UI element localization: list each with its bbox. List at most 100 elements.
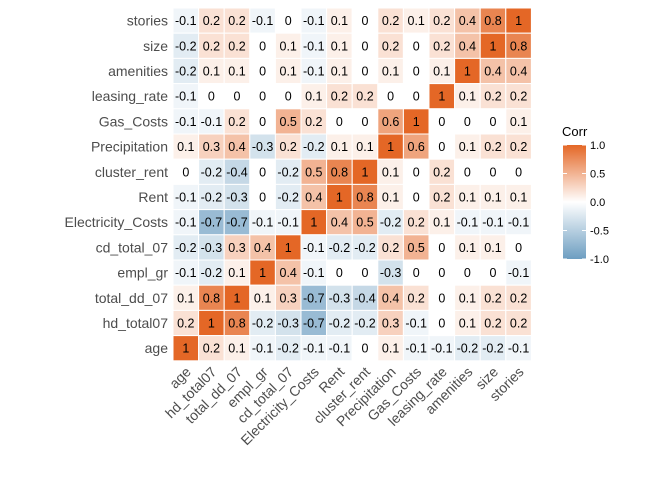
cell-value-label: 0.1 xyxy=(228,342,245,356)
cell-value-label: 0.1 xyxy=(228,266,245,280)
heatmap-cell xyxy=(377,259,404,286)
heatmap-cell xyxy=(249,158,276,185)
cell-value-label: 0.4 xyxy=(510,65,527,79)
cell-value-label: 0 xyxy=(413,191,420,205)
y-tick-label: age xyxy=(145,340,169,356)
y-tick-label: size xyxy=(143,38,168,54)
cell-value-label: 1 xyxy=(259,266,266,280)
heatmap-cell xyxy=(351,32,379,59)
cell-value-label: 0.4 xyxy=(280,266,297,280)
cell-value-label: 0.1 xyxy=(459,140,476,154)
cell-value-label: -0.1 xyxy=(303,39,325,53)
cell-value-label: -0.2 xyxy=(252,317,274,331)
cell-value-label: 1 xyxy=(285,241,292,255)
cell-value-label: -0.3 xyxy=(226,191,248,205)
cell-value-label: -0.2 xyxy=(201,165,223,179)
cell-value-label: 0 xyxy=(413,65,420,79)
cell-value-label: 0 xyxy=(490,165,497,179)
cell-value-label: -0.1 xyxy=(252,14,274,28)
heatmap-cell xyxy=(505,133,532,160)
cell-value-label: 0.2 xyxy=(433,191,450,205)
heatmap-cell xyxy=(351,83,379,110)
cell-value-label: 0.2 xyxy=(228,115,245,129)
cell-value-label: 0.1 xyxy=(280,39,297,53)
heatmap-cell xyxy=(351,234,379,261)
cell-value-label: 1 xyxy=(515,14,522,28)
heatmap-cell xyxy=(454,158,481,185)
cell-value-label: 0 xyxy=(336,115,343,129)
cell-value-label: -0.1 xyxy=(277,216,299,230)
cell-value-label: -0.2 xyxy=(354,241,376,255)
cell-value-label: 0 xyxy=(490,266,497,280)
heatmap-cell xyxy=(172,57,200,85)
cell-value-label: -0.1 xyxy=(175,115,197,129)
cell-value-label: -0.1 xyxy=(457,216,479,230)
heatmap-cell xyxy=(223,234,251,261)
cell-value-label: 0.6 xyxy=(382,115,399,129)
cell-value-label: -0.1 xyxy=(508,342,530,356)
heatmap-cell xyxy=(351,7,379,34)
cell-value-label: 1 xyxy=(336,191,343,205)
cell-value-label: 0.4 xyxy=(228,140,245,154)
cell-value-label: 0 xyxy=(438,140,445,154)
cell-value-label: -0.2 xyxy=(329,317,351,331)
heatmap-cell xyxy=(223,57,251,85)
cell-value-label: 0.1 xyxy=(433,65,450,79)
heatmap-cell xyxy=(249,133,276,160)
cell-value-label: 0 xyxy=(438,241,445,255)
cell-value-label: 0 xyxy=(438,266,445,280)
heatmap-cell xyxy=(326,158,353,185)
cell-value-label: -0.3 xyxy=(252,140,274,154)
heatmap-cell xyxy=(274,32,302,59)
heatmap-cell xyxy=(351,335,379,362)
heatmap-cell xyxy=(274,158,302,185)
cell-value-label: -0.2 xyxy=(380,216,402,230)
cell-value-label: -0.2 xyxy=(457,342,479,356)
cell-value-label: -0.1 xyxy=(303,241,325,255)
cell-value-label: 0.4 xyxy=(305,191,322,205)
heatmap-cell xyxy=(505,183,532,211)
heatmap-cell xyxy=(454,183,481,211)
heatmap-cell xyxy=(428,83,456,110)
heatmap-cell xyxy=(274,259,302,286)
cell-value-label: 1 xyxy=(464,65,471,79)
y-tick-label: Electricity_Costs xyxy=(65,214,168,230)
cell-value-label: -0.7 xyxy=(303,291,325,305)
cell-value-label: -0.1 xyxy=(508,266,530,280)
cell-value-label: 0 xyxy=(362,39,369,53)
cell-value-label: -0.1 xyxy=(303,14,325,28)
y-tick-label: stories xyxy=(127,13,168,29)
heatmap-cell xyxy=(274,183,302,211)
y-tick-label: Precipitation xyxy=(91,139,168,155)
cell-value-label: 0.3 xyxy=(280,291,297,305)
cell-value-label: 0 xyxy=(362,115,369,129)
heatmap-cell xyxy=(274,133,302,160)
cell-value-label: 0.1 xyxy=(459,90,476,104)
cell-value-label: 1 xyxy=(387,140,394,154)
cell-value-label: -0.1 xyxy=(303,65,325,79)
heatmap-cell xyxy=(249,83,276,110)
cell-value-label: -0.7 xyxy=(303,317,325,331)
cell-value-label: 0.1 xyxy=(228,65,245,79)
heatmap-cell xyxy=(377,83,404,110)
cell-value-label: 0 xyxy=(362,266,369,280)
heatmap-cell xyxy=(223,133,251,160)
cell-value-label: -0.2 xyxy=(354,317,376,331)
cell-value-label: 0 xyxy=(438,115,445,129)
heatmap-cell xyxy=(377,209,404,236)
heatmap-cell xyxy=(454,284,481,311)
cell-value-label: 0.4 xyxy=(254,241,271,255)
cell-value-label: -0.7 xyxy=(201,216,223,230)
heatmap-cell xyxy=(172,284,200,311)
heatmap-cell xyxy=(274,234,302,261)
cell-value-label: 0.2 xyxy=(177,317,194,331)
cell-value-label: 0.4 xyxy=(459,39,476,53)
cell-value-label: 0.1 xyxy=(331,39,348,53)
heatmap-cell xyxy=(223,83,251,110)
cell-value-label: 0 xyxy=(438,291,445,305)
cell-value-label: -0.1 xyxy=(252,216,274,230)
heatmap-cell xyxy=(172,234,200,261)
cell-value-label: 0.1 xyxy=(331,140,348,154)
heatmap-cell xyxy=(300,284,328,311)
cell-value-label: 0.2 xyxy=(331,90,348,104)
